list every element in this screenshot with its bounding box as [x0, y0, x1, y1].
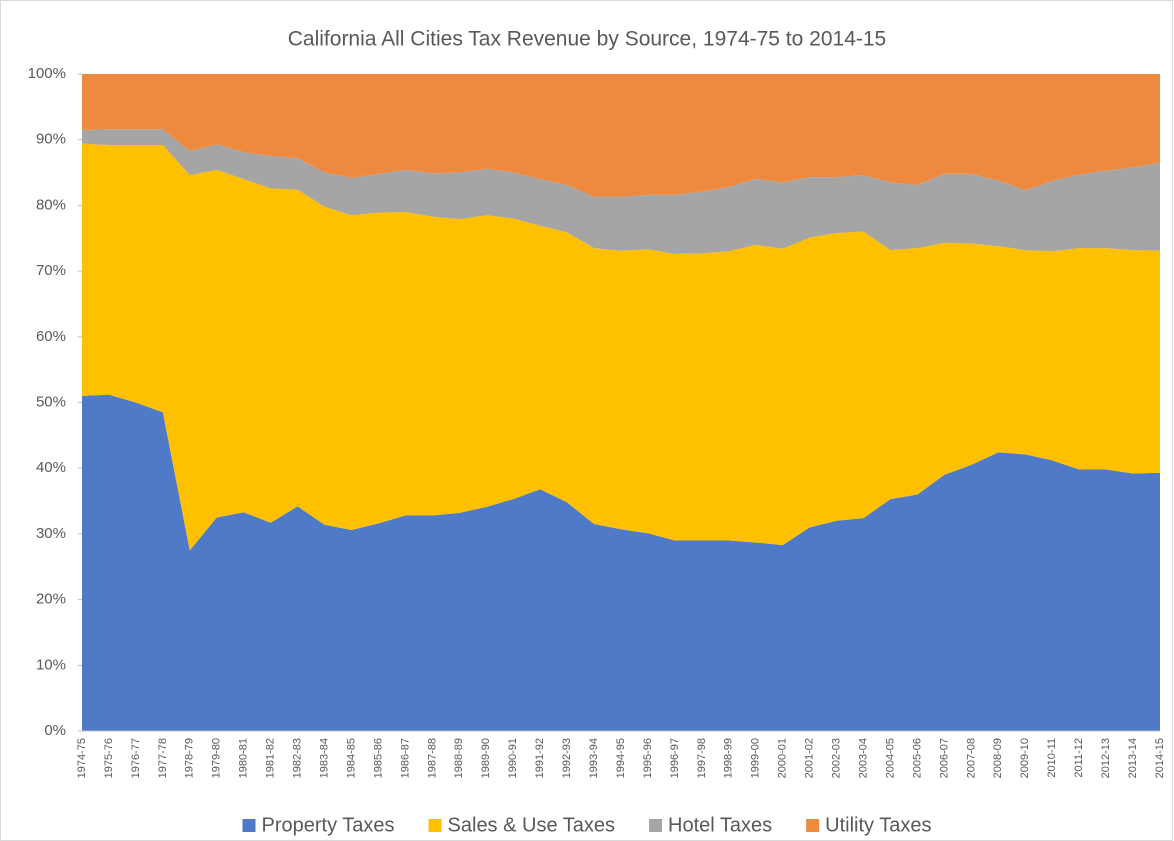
x-tick-label: 2014-15 [1154, 738, 1166, 778]
legend-swatch [649, 819, 663, 832]
x-tick-label: 1984-85 [345, 738, 357, 778]
area [82, 74, 1160, 197]
x-tick-label: 2000-01 [777, 738, 789, 778]
legend-swatch [242, 819, 256, 832]
x-tick-label: 1979-80 [211, 738, 223, 778]
y-tick-label: 20% [36, 591, 66, 608]
x-tick-label: 1981-82 [265, 738, 277, 778]
area [82, 143, 1160, 551]
x-tick-label: 1987-88 [426, 738, 438, 778]
x-tick-label: 1986-87 [399, 738, 411, 778]
y-tick-label: 40% [36, 459, 66, 476]
legend-swatch [806, 819, 820, 832]
x-tick-label: 1977-78 [157, 738, 169, 778]
x-tick-label: 1989-90 [480, 738, 492, 778]
y-tick-label: 90% [36, 131, 66, 148]
x-tick-label: 1995-96 [642, 738, 654, 778]
x-tick-label: 2010-11 [1046, 738, 1058, 778]
x-tick-label: 1975-76 [103, 738, 115, 778]
x-tick-label: 1974-75 [76, 738, 88, 778]
x-tick-label: 1980-81 [238, 738, 250, 778]
x-tick-label: 1993-94 [588, 738, 600, 778]
y-tick-label: 0% [44, 722, 66, 739]
x-tick-label: 2004-05 [884, 738, 896, 778]
x-tick-label: 1985-86 [372, 738, 384, 778]
x-tick-label: 1991-92 [534, 738, 546, 778]
x-tick-label: 2007-08 [965, 738, 977, 778]
y-tick-label: 50% [36, 393, 66, 410]
legend-label: Sales & Use Taxes [448, 814, 616, 836]
x-tick-label: 1976-77 [130, 738, 142, 778]
y-tick-label: 30% [36, 525, 66, 542]
x-tick-label: 2006-07 [938, 738, 950, 778]
x-tick-label: 2012-13 [1100, 738, 1112, 778]
x-tick-label: 2002-03 [831, 738, 843, 778]
legend-swatch [428, 819, 442, 832]
x-tick-label: 2001-02 [804, 738, 816, 778]
x-tick-label: 1999-00 [750, 738, 762, 778]
x-tick-label: 2003-04 [857, 738, 869, 778]
x-tick-label: 2009-10 [1019, 738, 1031, 778]
x-tick-label: 1997-98 [696, 738, 708, 778]
legend-label: Utility Taxes [825, 814, 931, 836]
legend-label: Hotel Taxes [668, 814, 772, 836]
x-tick-label: 1996-97 [669, 738, 681, 778]
x-tick-label: 1988-89 [453, 738, 465, 778]
x-tick-label: 2013-14 [1127, 738, 1139, 778]
legend-label: Property Taxes [262, 814, 395, 836]
x-tick-label: 1983-84 [318, 738, 330, 778]
area [82, 394, 1160, 731]
x-tick-label: 2005-06 [911, 738, 923, 778]
y-tick-label: 100% [28, 65, 66, 82]
x-tick-label: 1990-91 [507, 738, 519, 778]
x-tick-label: 1982-83 [292, 738, 304, 778]
x-tick-label: 1994-95 [615, 738, 627, 778]
y-tick-label: 60% [36, 328, 66, 345]
x-tick-label: 2011-12 [1073, 738, 1085, 778]
x-tick-label: 1978-79 [184, 738, 196, 778]
y-tick-label: 70% [36, 262, 66, 279]
x-tick-label: 1998-99 [723, 738, 735, 778]
chart-title: California All Cities Tax Revenue by Sou… [288, 28, 886, 51]
x-tick-label: 1992-93 [561, 738, 573, 778]
legend: Property Taxes Sales & Use Taxes Hotel Tax… [242, 814, 932, 836]
y-tick-label: 80% [36, 196, 66, 213]
area [82, 129, 1160, 255]
y-tick-label: 10% [36, 656, 66, 673]
x-tick-label: 2008-09 [992, 738, 1004, 778]
